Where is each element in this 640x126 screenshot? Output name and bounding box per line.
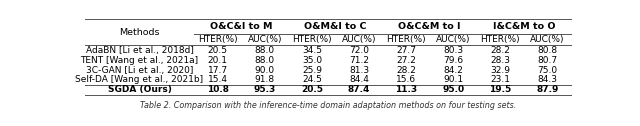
Text: 34.5: 34.5 [302,46,322,55]
Text: 80.8: 80.8 [538,46,557,55]
Text: 90.0: 90.0 [255,66,275,75]
Text: AUC(%): AUC(%) [342,35,376,44]
Text: 84.4: 84.4 [349,75,369,84]
Text: 15.4: 15.4 [207,75,228,84]
Text: AdaBN [Li et al., 2018d]: AdaBN [Li et al., 2018d] [86,46,193,55]
Text: 11.3: 11.3 [395,85,417,94]
Text: 25.9: 25.9 [302,66,322,75]
Text: 95.0: 95.0 [442,85,464,94]
Text: HTER(%): HTER(%) [198,35,237,44]
Text: 84.3: 84.3 [538,75,557,84]
Text: Self-DA [Wang et al., 2021b]: Self-DA [Wang et al., 2021b] [76,75,204,84]
Text: O&M&I to C: O&M&I to C [304,22,367,31]
Text: 10.8: 10.8 [207,85,228,94]
Text: O&C&I to M: O&C&I to M [210,22,273,31]
Text: 80.3: 80.3 [443,46,463,55]
Text: 28.2: 28.2 [490,46,510,55]
Text: I&C&M to O: I&C&M to O [493,22,555,31]
Text: O&C&M to I: O&C&M to I [399,22,461,31]
Text: 24.5: 24.5 [302,75,322,84]
Text: SGDA (Ours): SGDA (Ours) [108,85,172,94]
Text: 87.4: 87.4 [348,85,370,94]
Text: AUC(%): AUC(%) [436,35,470,44]
Text: 20.5: 20.5 [301,85,323,94]
Text: 15.6: 15.6 [396,75,416,84]
Text: 87.9: 87.9 [536,85,559,94]
Text: 28.3: 28.3 [490,56,510,65]
Text: 95.3: 95.3 [253,85,276,94]
Text: 90.1: 90.1 [443,75,463,84]
Text: 71.2: 71.2 [349,56,369,65]
Text: 84.2: 84.2 [444,66,463,75]
Text: 17.7: 17.7 [207,66,228,75]
Text: 19.5: 19.5 [489,85,511,94]
Text: HTER(%): HTER(%) [292,35,332,44]
Text: 32.9: 32.9 [490,66,510,75]
Text: AUC(%): AUC(%) [248,35,282,44]
Text: 27.7: 27.7 [396,46,416,55]
Text: 28.2: 28.2 [396,66,416,75]
Text: Methods: Methods [119,28,160,37]
Text: TENT [Wang et al., 2021a]: TENT [Wang et al., 2021a] [81,56,198,65]
Text: 72.0: 72.0 [349,46,369,55]
Text: Table 2. Comparison with the inference-time domain adaptation methods on four te: Table 2. Comparison with the inference-t… [140,101,516,110]
Text: 88.0: 88.0 [255,56,275,65]
Text: 35.0: 35.0 [302,56,322,65]
Text: HTER(%): HTER(%) [481,35,520,44]
Text: 91.8: 91.8 [255,75,275,84]
Text: 27.2: 27.2 [396,56,416,65]
Text: 81.3: 81.3 [349,66,369,75]
Text: AUC(%): AUC(%) [530,35,564,44]
Text: 88.0: 88.0 [255,46,275,55]
Text: 23.1: 23.1 [490,75,510,84]
Text: 75.0: 75.0 [538,66,557,75]
Text: 20.1: 20.1 [207,56,228,65]
Text: HTER(%): HTER(%) [387,35,426,44]
Text: 79.6: 79.6 [443,56,463,65]
Text: 3C-GAN [Li et al., 2020]: 3C-GAN [Li et al., 2020] [86,66,193,75]
Text: 80.7: 80.7 [538,56,557,65]
Text: 20.5: 20.5 [207,46,228,55]
